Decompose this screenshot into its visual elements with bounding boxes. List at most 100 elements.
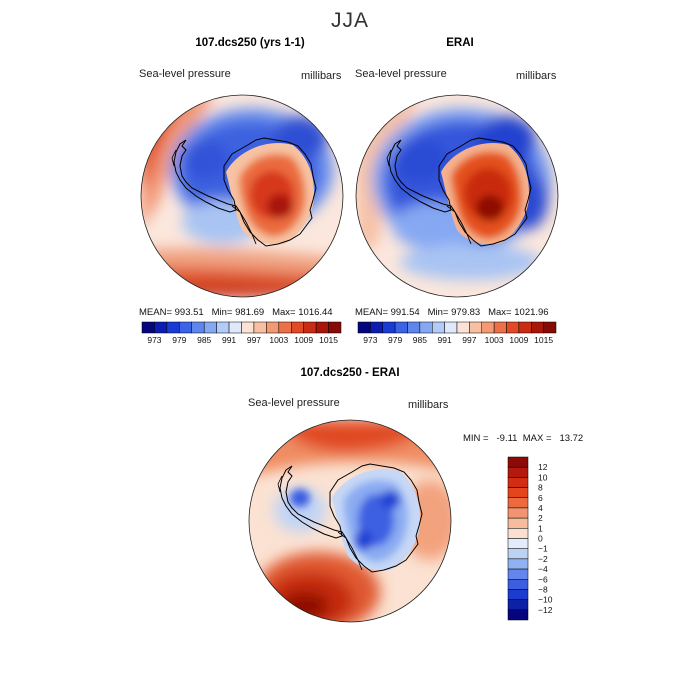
colorbar-swatch (507, 599, 529, 611)
colorbar-swatch (507, 538, 529, 549)
max-label: Max= (272, 307, 296, 318)
colorbar-swatch (507, 548, 529, 560)
colorbar-swatch (253, 321, 267, 334)
panel-2-variable: Sea-level pressure (355, 68, 447, 80)
figure-title: JJA (330, 9, 369, 32)
colorbar-swatch (507, 487, 529, 498)
colorbar-swatch (241, 321, 255, 334)
colorbar-tick-label: 1015 (534, 335, 553, 345)
colorbar-swatch (531, 321, 544, 334)
colorbar-swatch (543, 321, 557, 334)
colorbar-swatch (493, 321, 507, 334)
colorbar-tick-label: 991 (438, 335, 452, 345)
colorbar-tick-label: 1009 (294, 335, 313, 345)
colorbar-swatch (291, 321, 304, 334)
colorbar-tick-label: 1003 (485, 335, 504, 345)
colorbar-swatch (507, 517, 529, 529)
min-value: 981.69 (235, 307, 265, 318)
map-1 (140, 94, 344, 298)
colorbar-tick-label: 1015 (319, 335, 338, 345)
colorbar-tick-label: −4 (538, 564, 548, 574)
colorbar-tick-label: 6 (538, 493, 543, 503)
colorbar-swatch (507, 558, 529, 570)
colorbar-swatch (394, 321, 408, 334)
colorbar-tick-label: 1003 (269, 335, 288, 345)
colorbar-swatch (166, 321, 180, 334)
colorbar-tick-label: 1009 (509, 335, 528, 345)
colorbar-swatch (432, 321, 445, 334)
max-label: Max= (488, 307, 512, 318)
min-label: Min= (427, 307, 449, 318)
colorbar-swatch (507, 497, 529, 509)
colorbar-swatch (506, 321, 520, 334)
max-value: 1016.44 (298, 307, 333, 318)
mean-label: MEAN= (355, 307, 388, 318)
colorbar-swatch (507, 528, 529, 539)
colorbar-tick-label: 0 (538, 534, 543, 544)
colorbar-swatch (266, 321, 280, 334)
colorbar-tick-label: 2 (538, 513, 543, 523)
colorbar-swatch (507, 579, 529, 590)
colorbar-tick-label: 12 (538, 462, 548, 472)
colorbar-tick-label: 997 (462, 335, 476, 345)
colorbar-swatch (216, 321, 230, 334)
colorbar-swatch (507, 609, 529, 621)
colorbar-swatch (507, 466, 529, 478)
colorbar-tick-label: 979 (172, 335, 186, 345)
colorbar-swatch (507, 507, 529, 519)
colorbar-tick-label: −1 (538, 544, 548, 554)
colorbar-2: 973 979 985 991 997 1003 1009 1015 (357, 321, 557, 345)
colorbar-tick-label: 8 (538, 483, 543, 493)
colorbar-swatch (191, 321, 205, 334)
panel-2-units: millibars (516, 70, 557, 82)
colorbar-tick-label: −12 (538, 605, 553, 615)
colorbar-swatch (507, 589, 529, 600)
colorbar-1: 973 979 985 991 997 1003 1009 1015 (141, 321, 342, 345)
colorbar-tick-label: 991 (222, 335, 236, 345)
panel-1-units: millibars (301, 70, 342, 82)
colorbar-swatch (507, 568, 529, 580)
panel-3-variable: Sea-level pressure (248, 397, 340, 409)
colorbar-swatch (370, 321, 383, 334)
colorbar-swatch (278, 321, 292, 334)
colorbar-swatch (456, 321, 470, 334)
colorbar-tick-label: 979 (388, 335, 402, 345)
mean-label: MEAN= (139, 307, 172, 318)
colorbar-swatch (141, 321, 155, 334)
colorbar-tick-label: −8 (538, 584, 548, 594)
colorbar-swatch (444, 321, 458, 334)
colorbar-swatch (179, 321, 192, 334)
panel-3-units: millibars (408, 399, 449, 411)
colorbar-tick-label: 985 (413, 335, 427, 345)
colorbar-swatch (154, 321, 168, 334)
colorbar-swatch (315, 321, 329, 334)
colorbar-swatch (507, 456, 529, 468)
mean-value: 991.54 (390, 307, 420, 318)
colorbar-tick-label: 985 (197, 335, 211, 345)
colorbar-swatch (419, 321, 433, 334)
colorbar-tick-label: −10 (538, 595, 553, 605)
colorbar-swatch (203, 321, 217, 334)
panel-2-title: ERAI (446, 37, 474, 49)
colorbar-tick-label: 973 (363, 335, 377, 345)
colorbar-swatch (481, 321, 495, 334)
min-value: 979.83 (451, 307, 481, 318)
panel-1-variable: Sea-level pressure (139, 68, 231, 80)
panel-3-minmax: MIN = -9.11 MAX = 13.72 (463, 433, 584, 444)
panel-2-stats: MEAN= 991.54 Min= 979.83 Max= 1021.96 (355, 307, 549, 318)
colorbar-swatch (518, 321, 532, 334)
mean-value: 993.51 (174, 307, 204, 318)
colorbar-tick-label: 10 (538, 472, 548, 482)
colorbar-swatch (469, 321, 482, 334)
colorbar-swatch (228, 321, 242, 334)
colorbar-tick-label: −2 (538, 554, 548, 564)
map-2 (355, 94, 559, 298)
map-3 (248, 419, 452, 623)
colorbar-swatch (507, 477, 529, 488)
panel-1-stats: MEAN= 993.51 Min= 981.69 Max= 1016.44 (139, 307, 333, 318)
colorbar-tick-label: 997 (247, 335, 261, 345)
max-value: 1021.96 (514, 307, 549, 318)
colorbar-swatch (382, 321, 396, 334)
